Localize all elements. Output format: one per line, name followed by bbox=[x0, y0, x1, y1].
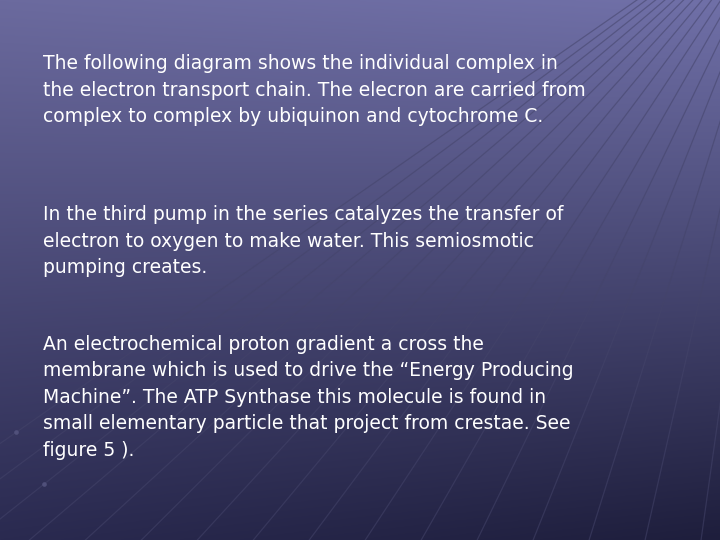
Point bbox=[10, 428, 22, 437]
Point bbox=[72, 417, 84, 426]
Text: The following diagram shows the individual complex in
the electron transport cha: The following diagram shows the individu… bbox=[43, 54, 586, 126]
Text: An electrochemical proton gradient a cross the
membrane which is used to drive t: An electrochemical proton gradient a cro… bbox=[43, 335, 574, 460]
Text: In the third pump in the series catalyzes the transfer of
electron to oxygen to : In the third pump in the series catalyze… bbox=[43, 205, 564, 277]
Point bbox=[39, 480, 50, 488]
Point bbox=[99, 366, 110, 375]
